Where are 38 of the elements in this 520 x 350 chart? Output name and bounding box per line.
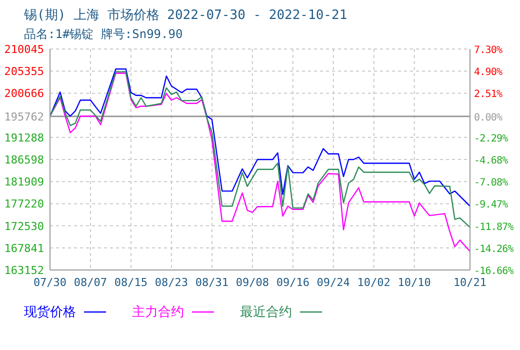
legend-label: 主力合约 — [132, 304, 184, 321]
x-tick-label: 09/16 — [276, 276, 310, 289]
y-tick-label: 205355 — [4, 65, 44, 78]
y-tick-label: 186598 — [4, 154, 44, 166]
y2-tick-label: 4.90% — [474, 67, 502, 78]
y2-tick-label: 2.51% — [474, 89, 502, 100]
y2-tick-label: -7.08% — [474, 178, 508, 189]
x-tick-label: 10/02 — [357, 276, 390, 289]
y-tick-label: 163152 — [4, 264, 44, 277]
x-tick-label: 09/24 — [316, 276, 350, 289]
x-tick-label: 08/31 — [195, 276, 228, 289]
x-tick-label: 10/21 — [453, 276, 487, 289]
y2-tick-label: 0.00% — [474, 112, 502, 124]
x-tick-label: 09/08 — [236, 276, 269, 289]
chart-title: 锡(期) 上海 市场价格 2022-07-30 - 2022-10-21 — [24, 7, 348, 24]
chart-subtitle: 品名:1#锡锭 牌号:Sn99.90 — [24, 26, 183, 43]
legend-label: 现货价格 — [24, 304, 76, 321]
x-tick-label: 08/15 — [114, 276, 148, 289]
y2-tick-label: -4.68% — [474, 156, 508, 166]
y-tick-label: 177220 — [4, 198, 44, 211]
y2-tick-label: -2.29% — [474, 133, 508, 144]
x-tick-label: 07/30 — [33, 276, 67, 289]
y-tick-label: 191288 — [4, 131, 44, 144]
y-tick-label: 210045 — [4, 43, 44, 56]
y-tick-label: 167841 — [4, 242, 44, 255]
y-tick-label: 172530 — [4, 220, 44, 233]
y-tick-label: 195762 — [4, 110, 44, 124]
y2-tick-label: 7.30% — [474, 45, 502, 56]
y-tick-label: 200666 — [4, 87, 44, 100]
y2-tick-label: -14.26% — [474, 244, 514, 255]
y2-tick-label: -11.87% — [474, 222, 514, 233]
y2-tick-label: -9.47% — [474, 200, 508, 211]
x-tick-label: 08/23 — [154, 276, 188, 289]
x-tick-label: 10/10 — [398, 276, 431, 289]
legend-label: 最近合约 — [240, 304, 292, 321]
y-tick-label: 181909 — [4, 176, 44, 189]
y2-tick-label: -16.66% — [474, 266, 514, 277]
x-tick-label: 08/07 — [74, 276, 108, 289]
